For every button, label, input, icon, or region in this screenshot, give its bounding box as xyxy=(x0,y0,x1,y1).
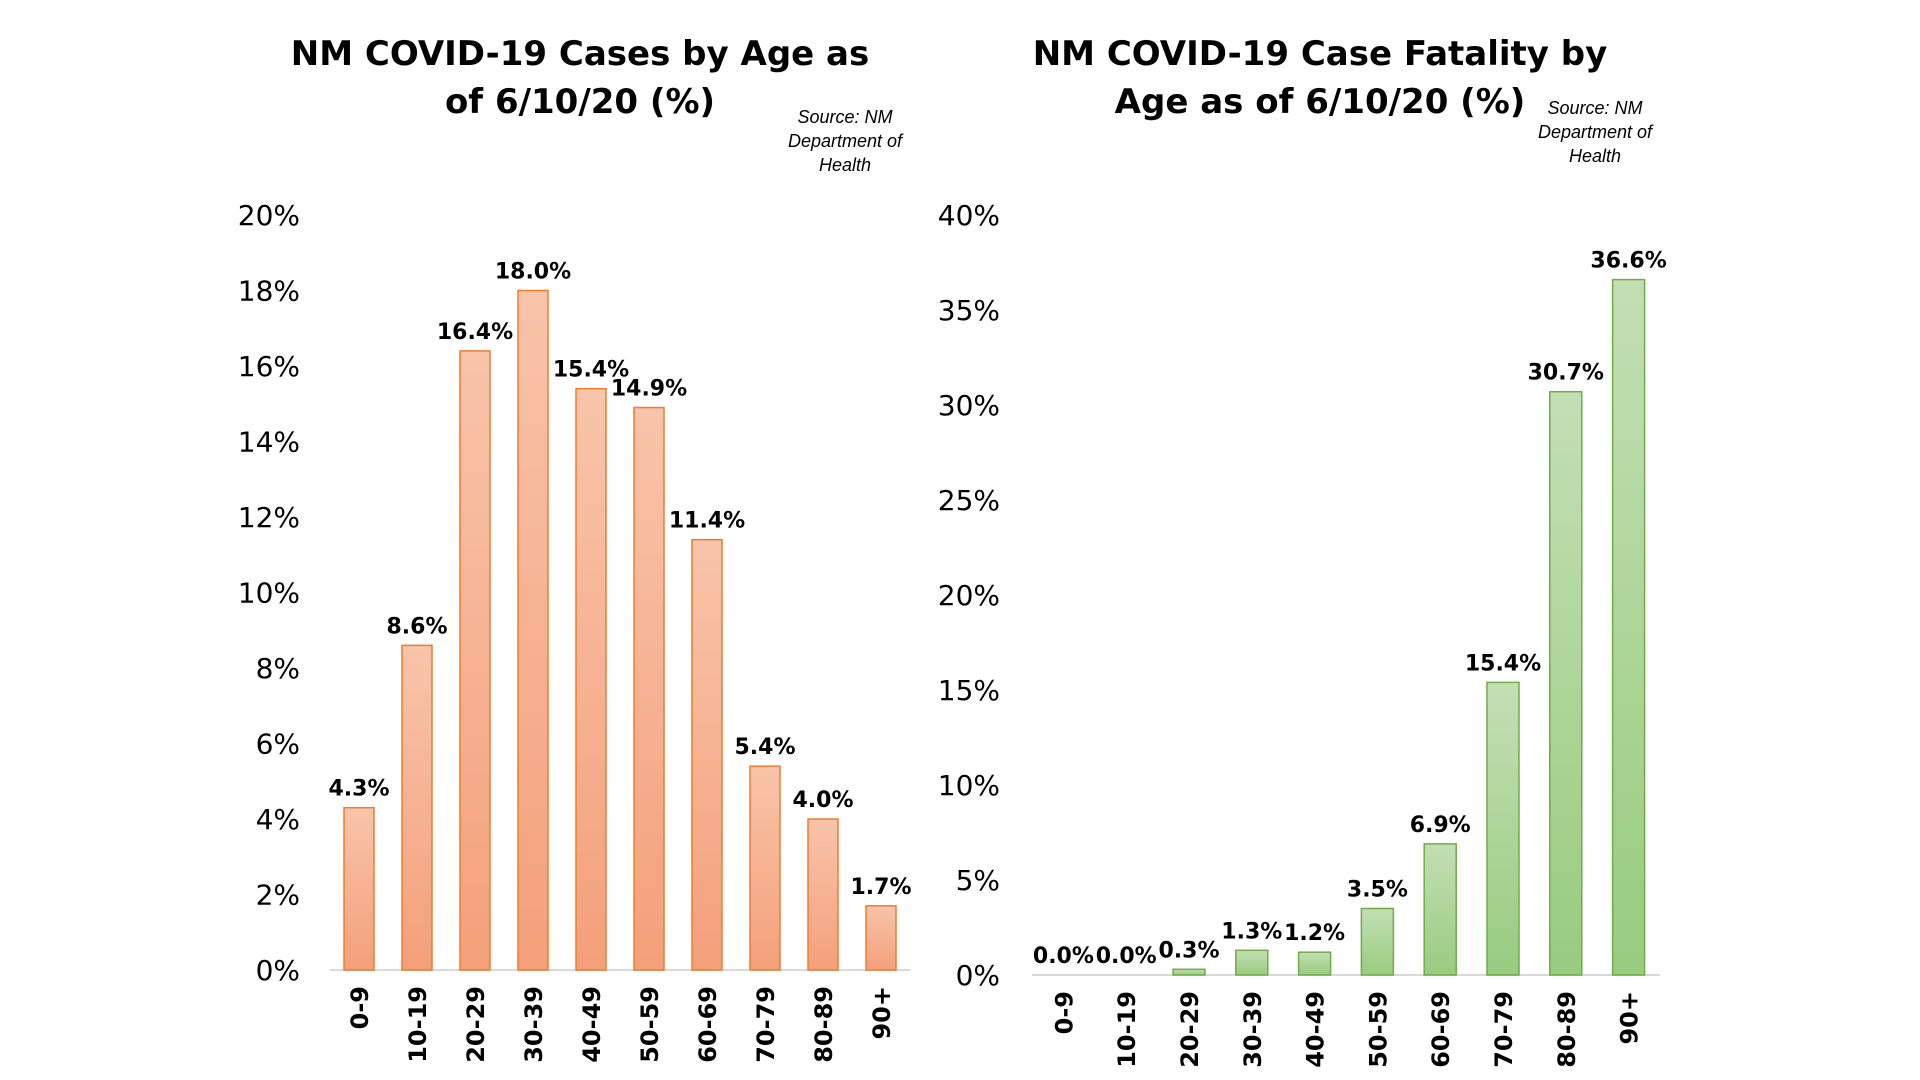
fatality-data-label: 1.3% xyxy=(1221,919,1282,944)
fatality-ytick-label: 10% xyxy=(938,769,1000,802)
cases-data-label: 16.4% xyxy=(437,320,513,345)
cases-ytick-label: 10% xyxy=(238,577,300,610)
cases-bar xyxy=(575,387,607,971)
fatality-data-label: 0.0% xyxy=(1096,944,1157,969)
fatality-ytick-label: 40% xyxy=(938,199,1000,232)
cases-data-label: 1.7% xyxy=(850,875,911,900)
cases-bar xyxy=(343,806,375,971)
cases-category-label: 90+ xyxy=(868,986,896,1040)
fatality-data-label: 30.7% xyxy=(1528,361,1604,386)
cases-ytick-label: 16% xyxy=(238,350,300,383)
cases-ytick-label: 12% xyxy=(238,501,300,534)
cases-ytick-label: 20% xyxy=(238,199,300,232)
fatality-ytick-label: 5% xyxy=(956,864,1000,897)
fatality-data-label: 1.2% xyxy=(1284,921,1345,946)
cases-by-age-panel: NM COVID-19 Cases by Age as of 6/10/20 (… xyxy=(0,0,940,1080)
cases-data-label: 4.0% xyxy=(792,788,853,813)
cases-bar xyxy=(517,289,549,971)
cases-data-label: 5.4% xyxy=(734,735,795,760)
fatality-ytick-label: 0% xyxy=(956,959,1000,992)
cases-category-label: 50-59 xyxy=(636,986,664,1063)
cases-bar xyxy=(459,350,491,971)
fatality-bar xyxy=(1360,907,1395,976)
fatality-ytick-label: 25% xyxy=(938,484,1000,517)
cases-data-label: 18.0% xyxy=(495,260,571,285)
cases-ytick-label: 8% xyxy=(256,652,300,685)
cases-ytick-label: 2% xyxy=(256,879,300,912)
cases-category-label: 60-69 xyxy=(694,986,722,1063)
fatality-ytick-label: 15% xyxy=(938,674,1000,707)
cases-category-label: 30-39 xyxy=(520,986,548,1063)
fatality-category-label: 40-49 xyxy=(1302,991,1330,1068)
fatality-data-label: 36.6% xyxy=(1590,249,1666,274)
cases-data-label: 14.9% xyxy=(611,377,687,402)
cases-bar-chart: 0% 2% 4% 6% 8% 10% 12% 14% 16% 18% 20% 4.3% 0-9 8.6% 1… xyxy=(238,199,912,1063)
fatality-category-label: 80-89 xyxy=(1553,991,1581,1068)
cases-data-label: 8.6% xyxy=(386,614,447,639)
cases-bar xyxy=(401,644,433,971)
fatality-ytick-label: 35% xyxy=(938,294,1000,327)
cases-bar xyxy=(691,538,723,971)
cases-category-label: 80-89 xyxy=(810,986,838,1063)
fatality-ytick-label: 30% xyxy=(938,389,1000,422)
fatality-bar xyxy=(1549,390,1583,976)
cases-data-label: 11.4% xyxy=(669,509,745,534)
cases-bar xyxy=(865,905,897,971)
cases-category-label: 40-49 xyxy=(578,986,606,1063)
fatality-bar-chart: 0% 5% 10% 15% 20% 25% 30% 35% 40% 0.0% 0-9 0.0% 10-1… xyxy=(938,199,1667,1068)
fatality-chart-source: Source: NM Department of Health xyxy=(1537,98,1653,166)
fatality-category-label: 70-79 xyxy=(1490,991,1518,1068)
fatality-category-label: 0-9 xyxy=(1050,991,1078,1034)
cases-category-label: 70-79 xyxy=(752,986,780,1063)
fatality-bar xyxy=(1172,968,1206,976)
fatality-bar xyxy=(1297,951,1332,976)
fatality-chart-title: NM COVID-19 Case Fatality by Age as of 6… xyxy=(1032,34,1608,122)
fatality-bar xyxy=(1235,949,1269,976)
fatality-data-label: 15.4% xyxy=(1465,651,1541,676)
cases-bar xyxy=(749,765,781,971)
fatality-ytick-label: 20% xyxy=(938,579,1000,612)
fatality-category-label: 60-69 xyxy=(1427,991,1455,1068)
cases-category-label: 10-19 xyxy=(404,986,432,1063)
cases-chart-source: Source: NM Department of Health xyxy=(787,107,903,175)
cases-ytick-label: 4% xyxy=(256,803,300,836)
fatality-category-label: 30-39 xyxy=(1239,991,1267,1068)
fatality-category-label: 50-59 xyxy=(1364,991,1392,1068)
fatality-bar xyxy=(1486,681,1520,976)
cases-category-label: 20-29 xyxy=(462,986,490,1063)
cases-ytick-label: 14% xyxy=(238,426,300,459)
cases-category-label: 0-9 xyxy=(346,986,374,1029)
fatality-data-label: 6.9% xyxy=(1410,813,1471,838)
cases-ytick-label: 18% xyxy=(238,275,300,308)
cases-data-label: 15.4% xyxy=(553,358,629,383)
fatality-bar xyxy=(1611,278,1646,976)
cases-ytick-label: 6% xyxy=(256,728,300,761)
fatality-by-age-panel: NM COVID-19 Case Fatality by Age as of 6… xyxy=(938,0,1920,1080)
fatality-category-label: 10-19 xyxy=(1113,991,1141,1068)
fatality-bar xyxy=(1423,843,1457,976)
cases-data-label: 4.3% xyxy=(328,777,389,802)
fatality-data-label: 0.0% xyxy=(1033,944,1094,969)
fatality-category-label: 20-29 xyxy=(1176,991,1204,1068)
fatality-data-label: 3.5% xyxy=(1347,878,1408,903)
fatality-data-label: 0.3% xyxy=(1158,938,1219,963)
cases-bar xyxy=(633,406,665,971)
fatality-category-label: 90+ xyxy=(1616,991,1644,1045)
cases-ytick-label: 0% xyxy=(256,954,300,987)
cases-bar xyxy=(807,818,839,971)
cases-chart-title: NM COVID-19 Cases by Age as of 6/10/20 (… xyxy=(290,34,870,122)
